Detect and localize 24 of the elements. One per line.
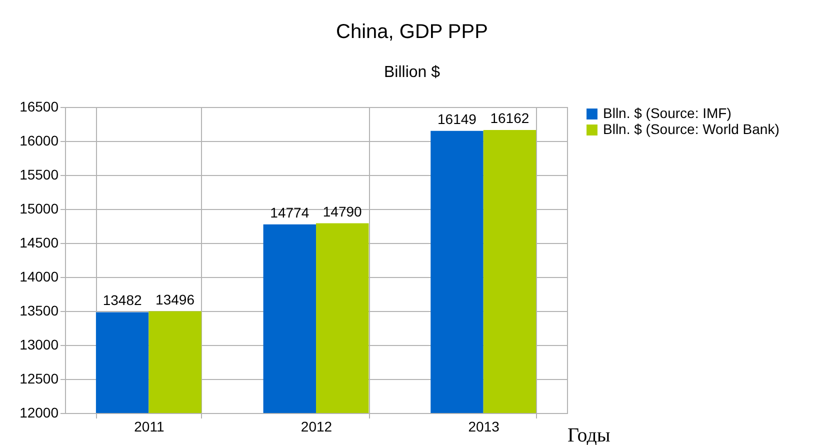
x-tick-label: 2013 bbox=[468, 418, 500, 434]
legend-label: Blln. $ (Source: IMF) bbox=[603, 105, 732, 121]
y-tick-label: 12000 bbox=[20, 404, 59, 420]
data-label: 14774 bbox=[270, 204, 310, 220]
y-tick-label: 15500 bbox=[20, 166, 59, 182]
chart-subtitle: Billion $ bbox=[384, 64, 440, 81]
y-tick-label: 14500 bbox=[20, 234, 59, 250]
x-tick-label: 2012 bbox=[300, 418, 332, 434]
y-tick-label: 12500 bbox=[20, 370, 59, 386]
data-label: 14790 bbox=[322, 203, 362, 220]
x-axis-title: Годы bbox=[568, 424, 610, 445]
data-label: 13482 bbox=[102, 292, 142, 308]
y-tick-label: 16500 bbox=[20, 98, 59, 114]
y-tick-label: 15000 bbox=[20, 200, 59, 216]
x-tick-label: 2011 bbox=[134, 418, 164, 434]
y-tick-label: 14000 bbox=[20, 268, 59, 284]
data-label: 16149 bbox=[438, 110, 477, 127]
y-tick-label: 16000 bbox=[20, 132, 59, 148]
chart-title: China, GDP PPP bbox=[336, 21, 488, 43]
data-label: 13496 bbox=[156, 291, 195, 308]
y-tick-label: 13500 bbox=[20, 302, 59, 318]
data-label: 16162 bbox=[490, 110, 530, 126]
y-tick-label: 13000 bbox=[20, 336, 59, 352]
legend-label: Blln. $ (Source: World Bank) bbox=[603, 121, 780, 137]
